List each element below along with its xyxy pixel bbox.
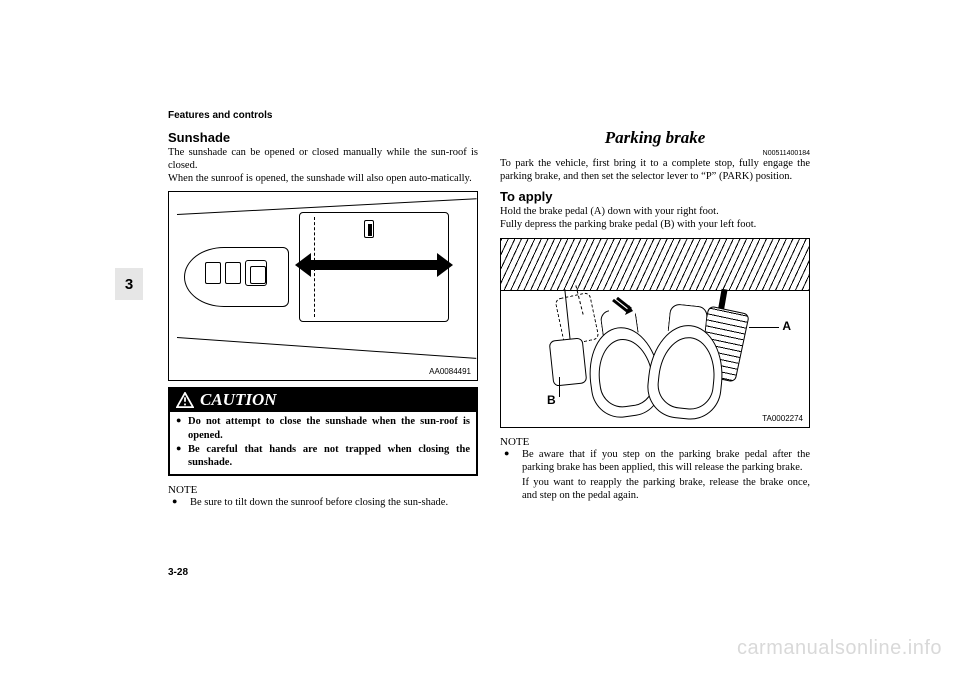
callout-label-b: B <box>547 393 556 407</box>
chapter-tab: 3 <box>115 268 143 300</box>
caution-body: Do not attempt to close the sunshade whe… <box>170 412 476 474</box>
page: Features and controls 3 Sunshade The sun… <box>0 0 960 678</box>
caution-box: CAUTION Do not attempt to close the suns… <box>168 387 478 476</box>
heading-to-apply: To apply <box>500 189 810 204</box>
fig-switch <box>245 260 267 286</box>
heading-parking-brake: Parking brake <box>500 128 810 148</box>
down-arrow-icon <box>609 297 635 307</box>
fig-dashboard <box>501 239 809 291</box>
page-number: 3-28 <box>168 567 188 578</box>
callout-label-a: A <box>782 319 791 333</box>
watermark: carmanualsonline.info <box>737 637 942 660</box>
figure-code: TA0002274 <box>762 414 803 423</box>
fig-line <box>177 337 476 359</box>
caution-heading: CAUTION <box>170 389 476 412</box>
note-continuation: If you want to reapply the parking brake… <box>500 476 810 502</box>
right-column: Parking brake N00511400184 To park the v… <box>500 128 810 502</box>
note-item: Be aware that if you step on the parking… <box>504 448 810 474</box>
sunshade-para-2: When the sunroof is opened, the sunshade… <box>168 172 478 185</box>
note-label: NOTE <box>500 436 810 448</box>
sunshade-para-1: The sunshade can be opened or closed man… <box>168 146 478 172</box>
heading-sunshade: Sunshade <box>168 130 478 145</box>
warning-triangle-icon <box>176 392 194 408</box>
caution-item: Be careful that hands are not trapped wh… <box>176 443 470 469</box>
double-arrow-icon <box>309 260 439 270</box>
label-leader-line <box>749 327 779 328</box>
caution-label: CAUTION <box>200 390 277 410</box>
doc-id: N00511400184 <box>500 150 810 157</box>
caution-item: Do not attempt to close the sunshade whe… <box>176 415 470 441</box>
note-block: Be sure to tilt down the sunroof before … <box>168 496 478 509</box>
label-leader-line <box>559 377 560 397</box>
figure-sunshade: AA0084491 <box>168 191 478 381</box>
fig-switch <box>205 262 221 284</box>
note-label: NOTE <box>168 484 478 496</box>
apply-para-2: Fully depress the parking brake pedal (B… <box>500 218 810 231</box>
parking-para-1: To park the vehicle, first bring it to a… <box>500 157 810 183</box>
left-column: Sunshade The sunshade can be opened or c… <box>168 128 478 509</box>
figure-parking-brake: A B TA0002274 <box>500 238 810 428</box>
note-block: Be aware that if you step on the parking… <box>500 448 810 503</box>
fig-switch <box>225 262 241 284</box>
note-item: Be sure to tilt down the sunroof before … <box>172 496 478 509</box>
fig-handle <box>364 220 374 238</box>
fig-parking-pedal-b <box>549 337 588 386</box>
section-header: Features and controls <box>168 110 272 121</box>
figure-code: AA0084491 <box>429 367 471 376</box>
apply-para-1: Hold the brake pedal (A) down with your … <box>500 205 810 218</box>
